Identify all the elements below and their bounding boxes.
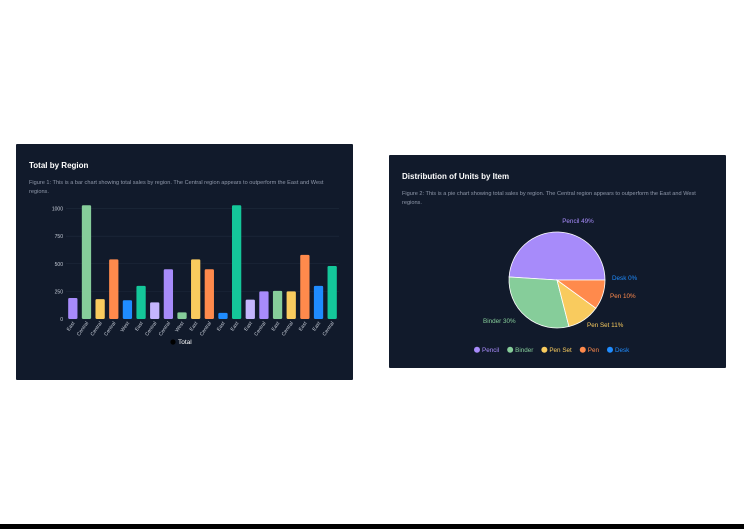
- bar: [81, 205, 92, 319]
- x-tick-label: East: [189, 320, 200, 332]
- x-tick-label: West: [174, 320, 186, 333]
- x-tick-label: Central: [199, 321, 213, 338]
- slice-label: Pen 10%: [610, 293, 636, 300]
- bar-chart-caption: Figure 1: This is a bar chart showing to…: [29, 180, 324, 195]
- pie-slice: [508, 231, 606, 281]
- pie-slice: [555, 279, 606, 309]
- x-tick-label: East: [243, 320, 254, 332]
- bar: [150, 302, 160, 319]
- x-tick-label: East: [271, 320, 282, 332]
- bar: [313, 285, 324, 319]
- bar: [68, 298, 78, 319]
- bottom-border: [0, 524, 744, 529]
- bar-chart-card: Total by Region Figure 1: This is a bar …: [16, 144, 353, 380]
- slice-label: Desk 0%: [612, 275, 638, 282]
- bar: [122, 300, 133, 319]
- x-tick-label: Central: [103, 321, 117, 338]
- legend-marker: [541, 346, 548, 353]
- legend-label: Total: [178, 339, 192, 346]
- x-tick-label: Central: [253, 321, 267, 338]
- slice-label: Pencil 49%: [562, 218, 594, 225]
- pie-chart-card: Distribution of Units by Item Figure 2: …: [389, 155, 726, 368]
- y-tick-label: 0: [60, 317, 63, 323]
- x-tick-label: Central: [76, 321, 90, 338]
- y-tick-label: 750: [55, 234, 64, 240]
- x-tick-label: Central: [158, 321, 172, 338]
- bar: [191, 259, 201, 319]
- bar: [231, 205, 242, 319]
- bar: [300, 254, 310, 319]
- bar-chart-title: Total by Region: [29, 161, 89, 170]
- x-tick-label: East: [230, 320, 241, 332]
- pie-chart-caption: Figure 2: This is a pie chart showing to…: [402, 191, 696, 206]
- slice-label: Binder 30%: [483, 318, 516, 325]
- y-tick-label: 500: [55, 262, 64, 268]
- legend-marker: [606, 346, 613, 353]
- x-tick-label: East: [216, 320, 227, 332]
- bar: [272, 290, 283, 319]
- pie-chart: Pencil 49% Binder 30% Pen Set 11% Pen 10% De…: [474, 218, 638, 354]
- y-tick-label: 250: [55, 289, 64, 295]
- legend-marker: [579, 346, 586, 353]
- legend-marker: [170, 339, 176, 345]
- x-tick-label: Central: [90, 321, 104, 338]
- legend-marker: [507, 346, 514, 353]
- pie-chart-title: Distribution of Units by Item: [402, 172, 510, 181]
- bar: [177, 312, 187, 319]
- bar: [136, 285, 146, 319]
- legend-marker: [474, 346, 480, 353]
- bar: [245, 299, 255, 319]
- x-tick-label: East: [134, 320, 145, 332]
- bar: [327, 265, 337, 319]
- bar: [163, 269, 174, 319]
- legend-label: Binder: [515, 347, 533, 354]
- legend-label: Pen: [588, 347, 600, 354]
- x-tick-label: Central: [322, 321, 336, 338]
- legend-label: Pencil: [482, 347, 499, 354]
- pie-slice: [508, 276, 570, 329]
- bar: [109, 259, 119, 319]
- x-tick-label: Central: [281, 321, 295, 338]
- bar: [95, 299, 105, 319]
- x-tick-label: Central: [144, 321, 158, 338]
- x-tick-label: East: [312, 320, 323, 332]
- legend-label: Desk: [615, 347, 630, 354]
- bar: [204, 269, 214, 319]
- bar: [218, 312, 228, 319]
- bar: [259, 291, 269, 319]
- x-tick-label: East: [298, 320, 309, 332]
- x-tick-label: West: [120, 320, 132, 333]
- y-tick-label: 1000: [52, 207, 63, 213]
- x-tick-label: East: [66, 320, 77, 332]
- legend-label: Pen Set: [549, 347, 572, 354]
- bar: [286, 291, 296, 319]
- slice-label: Pen Set 11%: [587, 322, 624, 329]
